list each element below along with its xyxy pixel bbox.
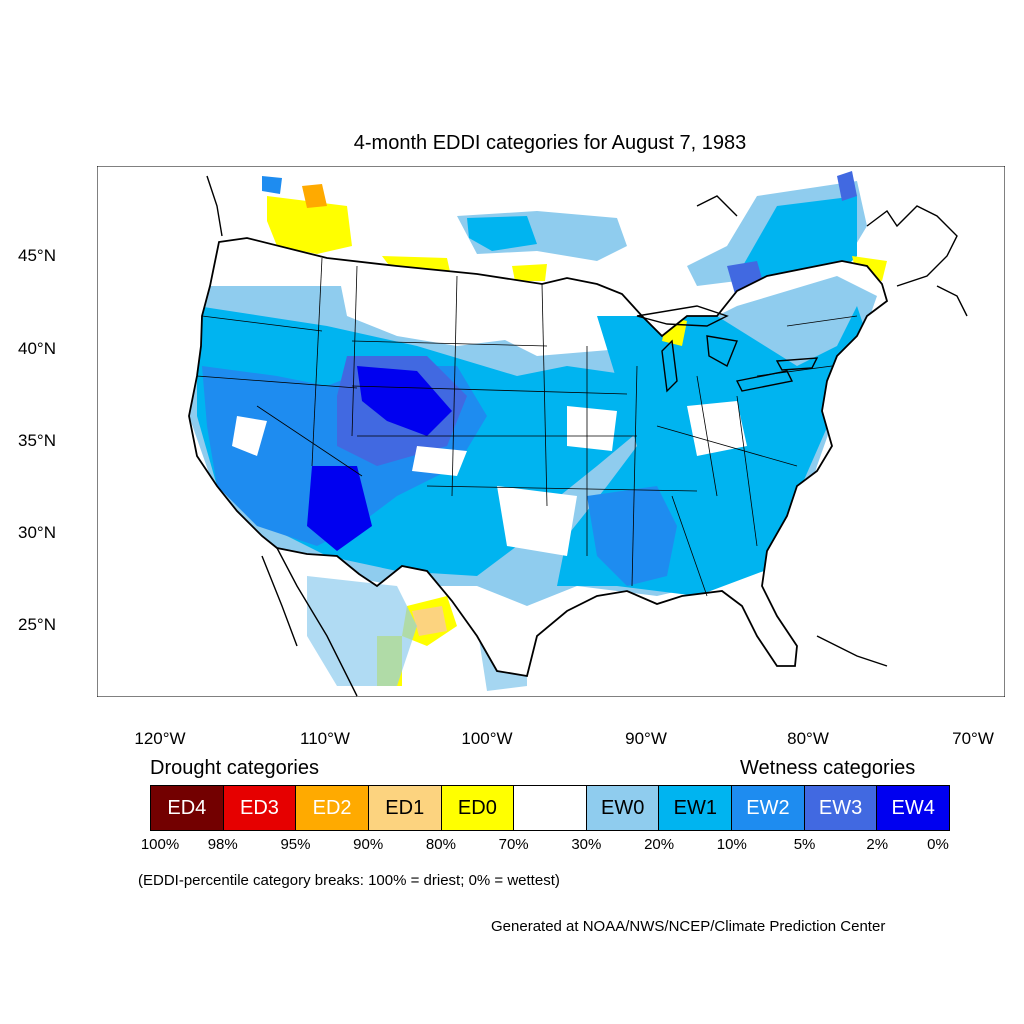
legend-cell-ed0: ED0 <box>441 786 515 830</box>
lon-label-110w: 110°W <box>300 729 350 748</box>
percentile-label: 10% <box>716 836 747 853</box>
legend-cell-ew0: EW0 <box>586 786 660 830</box>
legend-cell-ew2: EW2 <box>732 786 805 830</box>
lat-label-45: 45°N <box>18 246 56 265</box>
percentile-label: 80% <box>425 836 456 853</box>
percentile-label: 90% <box>353 836 384 853</box>
lon-label-90w: 90°W <box>625 729 667 748</box>
percentile-label: 2% <box>866 836 889 853</box>
category-breaks-note: (EDDI-percentile category breaks: 100% =… <box>138 872 560 889</box>
legend-cell-neutral <box>514 786 587 830</box>
percentile-label: 30% <box>571 836 602 853</box>
percentile-label: 70% <box>498 836 529 853</box>
map-panel <box>97 166 1005 697</box>
lat-label-30: 30°N <box>18 523 56 542</box>
lat-label-40: 40°N <box>18 339 56 358</box>
percentile-label: 20% <box>644 836 675 853</box>
percentile-label: 95% <box>280 836 311 853</box>
legend-colorbar: ED4 ED3 ED2 ED1 ED0 EW0 EW1 EW2 EW3 EW4 <box>150 785 950 831</box>
credit-line: Generated at NOAA/NWS/NCEP/Climate Predi… <box>491 918 886 935</box>
map-title: 4-month EDDI categories for August 7, 19… <box>353 132 747 154</box>
lat-label-25: 25°N <box>18 615 56 634</box>
legend-cell-ew1: EW1 <box>659 786 733 830</box>
lon-label-100w: 100°W <box>461 729 513 748</box>
percentile-label: 100% <box>140 836 180 853</box>
lon-label-80w: 80°W <box>787 729 829 748</box>
legend-cell-ew4: EW4 <box>877 786 950 830</box>
lon-label-70w: 70°W <box>952 729 994 748</box>
lon-label-120w: 120°W <box>134 729 186 748</box>
percentile-label: 5% <box>793 836 816 853</box>
legend-cell-ed2: ED2 <box>296 786 369 830</box>
drought-categories-heading: Drought categories <box>150 757 319 779</box>
percentile-label: 0% <box>927 836 949 853</box>
lat-label-35: 35°N <box>18 431 56 450</box>
legend-cell-ed4: ED4 <box>151 786 224 830</box>
legend-cell-ew3: EW3 <box>804 786 878 830</box>
legend-cell-ed1: ED1 <box>368 786 442 830</box>
legend-cell-ed3: ED3 <box>223 786 297 830</box>
percentile-label: 98% <box>207 836 238 853</box>
wetness-categories-heading: Wetness categories <box>740 757 916 779</box>
political-boundaries <box>188 175 968 697</box>
